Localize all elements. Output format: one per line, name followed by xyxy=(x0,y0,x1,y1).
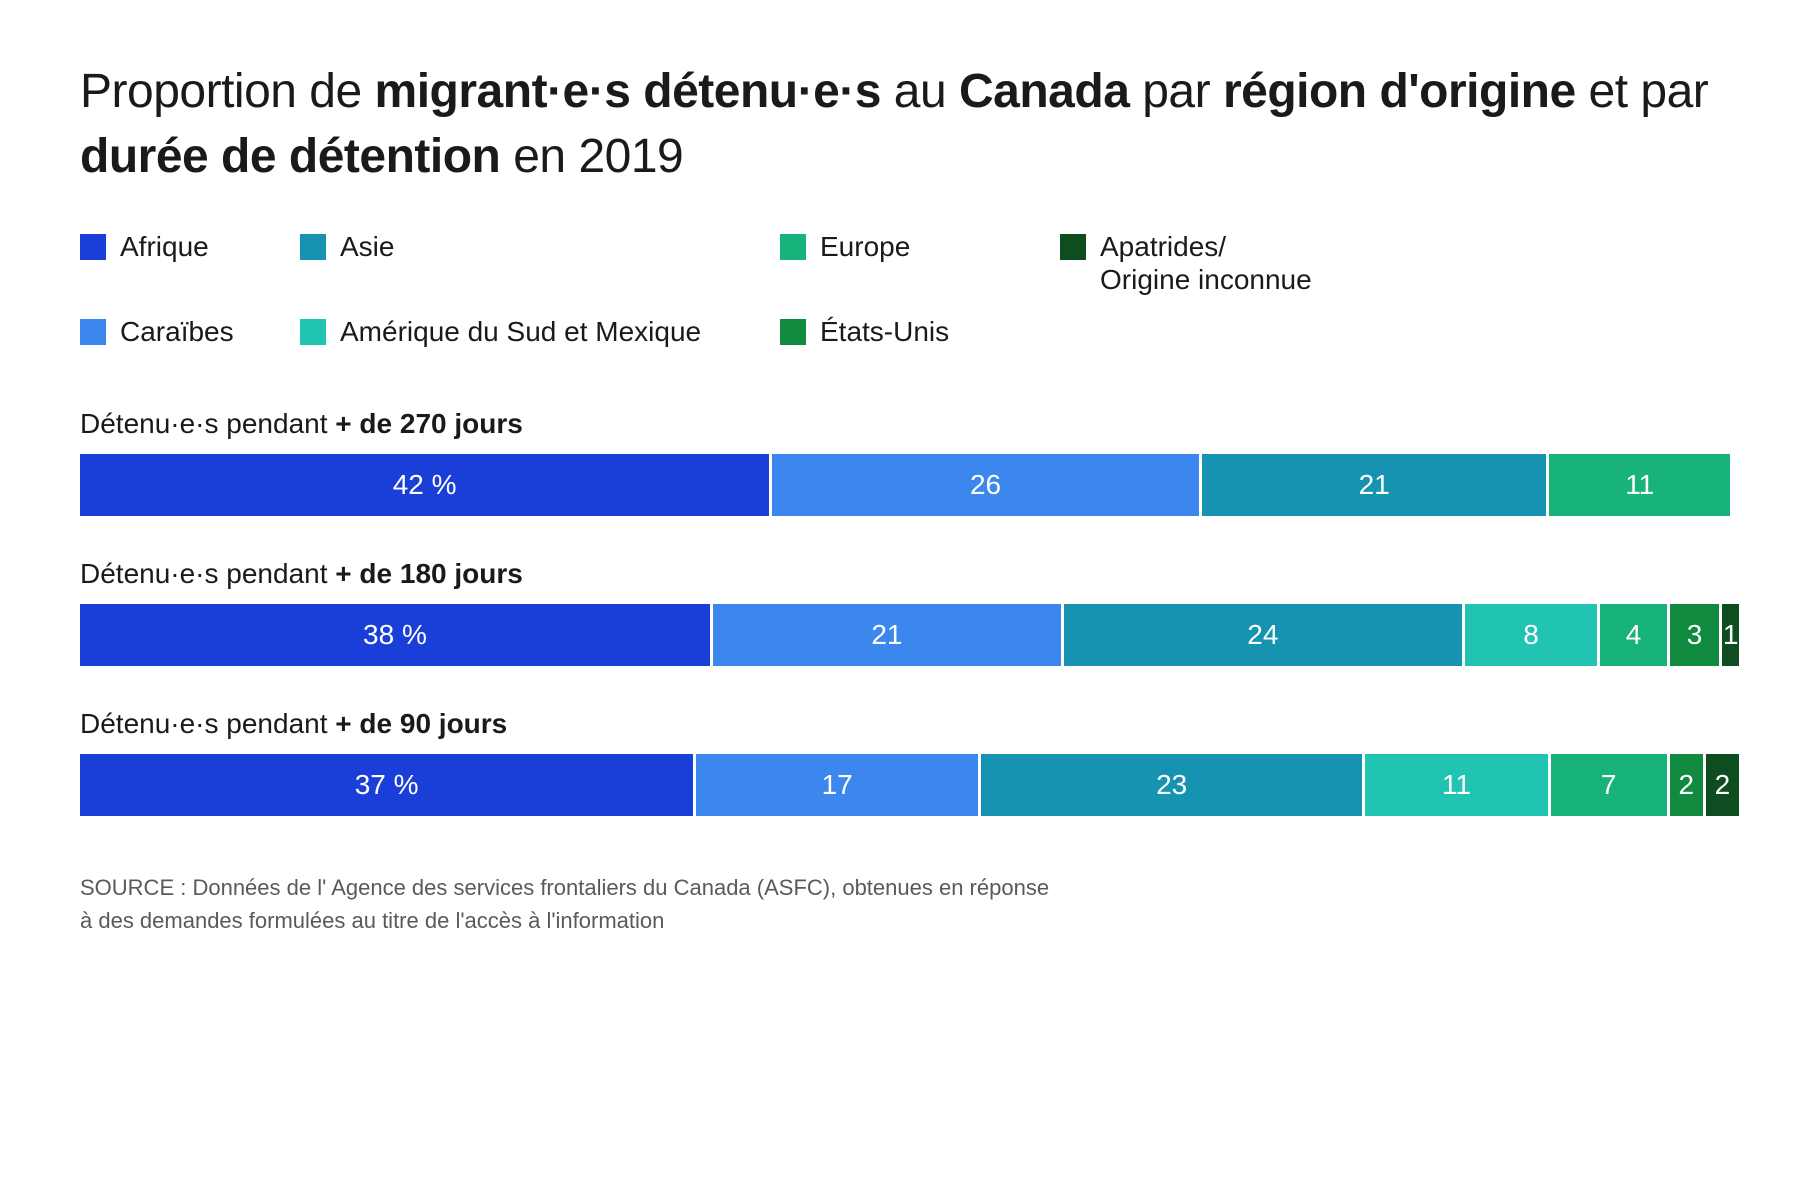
bar-segment: 17 xyxy=(696,754,978,816)
source-citation: SOURCE : Données de l' Agence des servic… xyxy=(80,871,1721,937)
bar-segment-value: 24 xyxy=(1247,619,1278,651)
bar-segment: 11 xyxy=(1365,754,1547,816)
bar-label-prefix: Détenu·e·s pendant xyxy=(80,708,335,739)
stacked-bar: 38 %21248431 xyxy=(80,604,1721,666)
bar-segment-value: 21 xyxy=(1359,469,1390,501)
bar-label: Détenu·e·s pendant + de 180 jours xyxy=(80,558,1721,590)
bar-segment-value: 2 xyxy=(1715,769,1731,801)
legend-label: Amérique du Sud et Mexique xyxy=(340,315,701,349)
bar-group: Détenu·e·s pendant + de 180 jours 38 % 21 2… xyxy=(80,558,1721,666)
bar-group: Détenu·e·s pendant + de 270 jours 42 % 26 2… xyxy=(80,408,1721,516)
legend: Afrique Asie Europe Apatrides/ Origine inco… xyxy=(80,230,1721,349)
legend-item: Asie xyxy=(300,230,780,297)
legend-item: États-Unis xyxy=(780,315,1060,349)
bar-chart: Détenu·e·s pendant + de 270 jours 42 % 26 2… xyxy=(80,408,1721,816)
legend-swatch xyxy=(80,319,106,345)
title-text-4: et par xyxy=(1576,65,1709,118)
bar-segment: 24 xyxy=(1064,604,1462,666)
bar-label-bold: + de 270 jours xyxy=(335,408,523,439)
bar-segment-value: 21 xyxy=(871,619,902,651)
legend-label: États-Unis xyxy=(820,315,949,349)
bar-segment-value: 3 xyxy=(1687,619,1703,651)
source-line-2: à des demandes formulées au titre de l'a… xyxy=(80,904,1721,937)
bar-label-bold: + de 180 jours xyxy=(335,558,523,589)
stacked-bar: 42 % 26 21 11 xyxy=(80,454,1721,516)
legend-swatch xyxy=(1060,234,1086,260)
legend-label: Afrique xyxy=(120,230,209,264)
bar-segment: 42 % xyxy=(80,454,769,516)
bar-segment: 1 xyxy=(1722,604,1739,666)
bar-segment: 26 xyxy=(772,454,1199,516)
bar-segment: 8 xyxy=(1465,604,1598,666)
bar-segment-value: 42 % xyxy=(393,469,457,501)
bar-segment-value: 23 xyxy=(1156,769,1187,801)
bar-label-prefix: Détenu·e·s pendant xyxy=(80,558,335,589)
bar-segment: 2 xyxy=(1670,754,1703,816)
bar-segment-value: 26 xyxy=(970,469,1001,501)
bar-segment-value: 11 xyxy=(1442,769,1471,801)
bar-segment-value: 17 xyxy=(822,769,853,801)
bar-label: Détenu·e·s pendant + de 270 jours xyxy=(80,408,1721,440)
legend-label: Asie xyxy=(340,230,394,264)
bar-label-bold: + de 90 jours xyxy=(335,708,507,739)
bar-segment-value: 8 xyxy=(1523,619,1539,651)
legend-label: Europe xyxy=(820,230,910,264)
legend-item: Apatrides/ Origine inconnue xyxy=(1060,230,1360,297)
title-bold-2: Canada xyxy=(959,65,1129,118)
legend-item: Europe xyxy=(780,230,1060,297)
source-line-1: SOURCE : Données de l' Agence des servic… xyxy=(80,871,1721,904)
bar-segment: 2 xyxy=(1706,754,1739,816)
title-text-5: en 2019 xyxy=(500,130,683,183)
bar-segment: 11 xyxy=(1549,454,1730,516)
legend-item: Afrique xyxy=(80,230,300,297)
legend-label: Apatrides/ Origine inconnue xyxy=(1100,230,1312,297)
bar-segment-value: 7 xyxy=(1601,769,1617,801)
legend-item: Amérique du Sud et Mexique xyxy=(300,315,780,349)
legend-label: Caraïbes xyxy=(120,315,234,349)
bar-segment: 38 % xyxy=(80,604,710,666)
bar-label: Détenu·e·s pendant + de 90 jours xyxy=(80,708,1721,740)
bar-segment: 4 xyxy=(1600,604,1666,666)
bar-segment: 21 xyxy=(1202,454,1547,516)
legend-swatch xyxy=(300,319,326,345)
legend-swatch xyxy=(780,319,806,345)
title-text-3: par xyxy=(1129,65,1223,118)
title-bold-1: migrant·e·s détenu·e·s xyxy=(375,65,881,118)
bar-segment: 23 xyxy=(981,754,1362,816)
title-bold-4: durée de détention xyxy=(80,130,500,183)
title-text-2: au xyxy=(881,65,959,118)
legend-item: Caraïbes xyxy=(80,315,300,349)
bar-segment-value: 38 % xyxy=(363,619,427,651)
chart-title: Proportion de migrant·e·s détenu·e·s au … xyxy=(80,60,1721,190)
title-bold-3: région d'origine xyxy=(1223,65,1576,118)
bar-segment: 7 xyxy=(1551,754,1667,816)
bar-segment-value: 2 xyxy=(1678,769,1694,801)
legend-swatch xyxy=(300,234,326,260)
bar-segment: 37 % xyxy=(80,754,693,816)
bar-segment: 21 xyxy=(713,604,1061,666)
bar-label-prefix: Détenu·e·s pendant xyxy=(80,408,335,439)
bar-segment-value: 4 xyxy=(1626,619,1642,651)
bar-segment-value: 1 xyxy=(1723,619,1739,651)
bar-segment-value: 37 % xyxy=(355,769,419,801)
legend-swatch xyxy=(780,234,806,260)
bar-segment: 3 xyxy=(1670,604,1720,666)
title-text-1: Proportion de xyxy=(80,65,375,118)
bar-group: Détenu·e·s pendant + de 90 jours 37 % 17 23… xyxy=(80,708,1721,816)
bar-segment-value: 11 xyxy=(1625,469,1654,501)
stacked-bar: 37 %172311722 xyxy=(80,754,1721,816)
legend-swatch xyxy=(80,234,106,260)
